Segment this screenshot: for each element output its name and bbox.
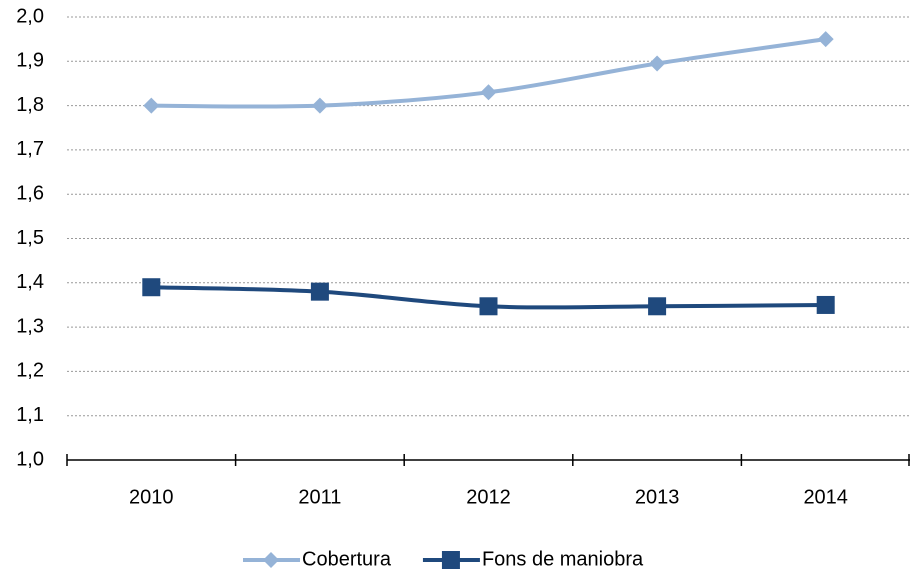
- y-tick-label: 1,2: [16, 360, 44, 382]
- marker: [816, 295, 835, 314]
- x-tick-label: 2013: [635, 486, 680, 508]
- marker: [649, 55, 666, 72]
- y-tick-label: 1,5: [16, 227, 44, 249]
- x-tick-label: 2014: [803, 486, 848, 508]
- marker: [310, 282, 329, 301]
- marker: [648, 297, 667, 316]
- marker: [311, 97, 328, 114]
- y-tick-label: 1,8: [16, 94, 44, 116]
- y-tick-label: 1,4: [16, 271, 44, 293]
- marker: [263, 552, 279, 568]
- marker: [441, 551, 460, 569]
- y-tick-label: 1,1: [16, 404, 44, 426]
- y-tick-label: 2,0: [16, 5, 44, 27]
- marker: [142, 278, 161, 297]
- x-tick-label: 2012: [466, 486, 511, 508]
- legend-label: Cobertura: [302, 548, 392, 570]
- y-tick-label: 1,3: [16, 315, 44, 337]
- marker: [480, 84, 497, 101]
- marker: [479, 297, 498, 316]
- y-tick-label: 1,0: [16, 448, 44, 470]
- legend-label: Fons de maniobra: [482, 548, 644, 570]
- y-tick-label: 1,9: [16, 50, 44, 72]
- x-tick-label: 2010: [129, 486, 174, 508]
- marker: [143, 97, 160, 114]
- y-tick-label: 1,7: [16, 138, 44, 160]
- y-tick-label: 1,6: [16, 182, 44, 204]
- x-tick-label: 2011: [298, 486, 341, 508]
- marker: [817, 31, 834, 48]
